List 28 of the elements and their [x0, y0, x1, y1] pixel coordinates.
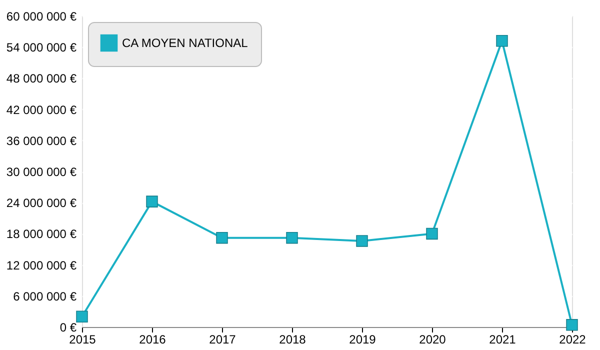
point [76, 310, 88, 323]
point [566, 319, 578, 331]
y-tick-label: 6 000 000 € [13, 289, 77, 304]
y-tick-label: 42 000 000 € [6, 102, 77, 117]
x-tick-label: 2018 [279, 332, 306, 346]
x-tick-label: 2016 [139, 332, 166, 346]
point [286, 232, 298, 244]
x-tick-label: 2020 [419, 332, 446, 346]
point [426, 228, 438, 240]
y-tick-label: 36 000 000 € [6, 134, 77, 148]
y-tick-label: 24 000 000 € [6, 196, 77, 210]
y-tick-label: 12 000 000 € [6, 258, 77, 272]
y-tick-label: 0 € [60, 320, 77, 334]
point [496, 35, 508, 47]
x-tick-label: 2021 [489, 332, 516, 346]
y-tick-label: 60 000 000 € [6, 10, 77, 24]
x-tick-label: 2019 [349, 332, 376, 346]
y-tick-label: 48 000 000 € [6, 72, 77, 86]
legend-label: CA MOYEN NATIONAL [122, 36, 248, 50]
x-tick-label: 2017 [209, 332, 236, 346]
y-tick-label: 54 000 000 € [6, 40, 77, 55]
y-tick-label: 30 000 000 € [6, 165, 77, 179]
x-tick-label: 2022 [559, 332, 586, 346]
point [216, 232, 228, 244]
y-tick-label: 18 000 000 € [6, 227, 77, 242]
point [146, 196, 158, 208]
x-tick-label: 2015 [69, 332, 96, 346]
point [356, 235, 368, 247]
